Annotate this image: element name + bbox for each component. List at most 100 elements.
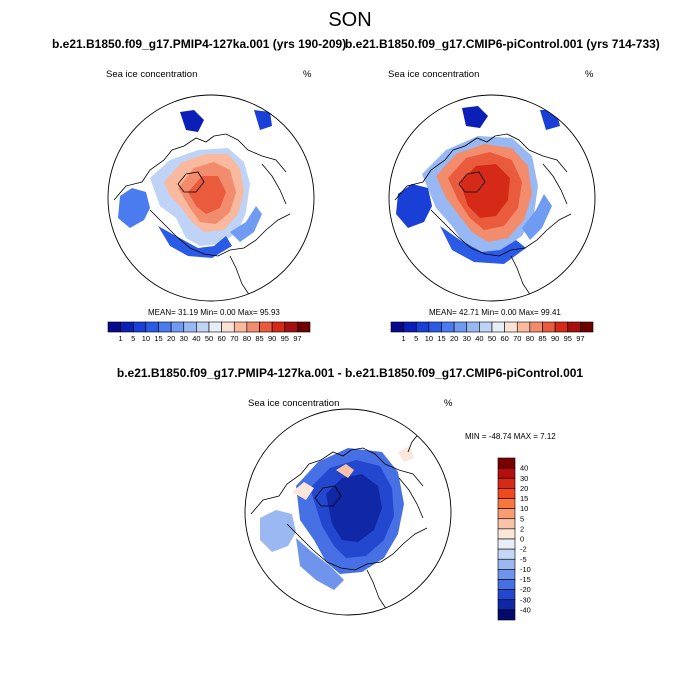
difference-panel-stats: MIN = -48.74 MAX = 7.12 [465,432,556,441]
difference-panel-variable: Sea ice concentration [248,398,340,409]
left-colorbar-label: 1 [119,334,123,343]
left-coastlines [113,133,291,297]
left-colorbar-swatch [246,321,260,333]
difference-colorbar-swatch [497,579,516,590]
right-colorbar-label: 5 [414,334,418,343]
left-colorbar-label: 50 [205,334,213,343]
left-colorbar-label: 95 [281,334,289,343]
right-colorbar-label: 70 [513,334,521,343]
difference-colorbar-label: 10 [520,504,528,513]
right-colorbar-swatch [542,321,556,333]
left-colorbar-swatch [271,321,286,333]
right-panel-variable: Sea ice concentration [388,69,480,80]
left-colorbar-swatch [170,321,185,333]
left-colorbar-swatch [208,321,222,333]
left-panel-variable: Sea ice concentration [106,69,198,80]
left-colorbar-label: 60 [217,334,225,343]
difference-colorbar-label: 5 [520,514,524,523]
left-colorbar-swatch [158,321,172,333]
right-coastlines [394,133,572,297]
difference-colorbar-swatch [497,528,516,540]
left-colorbar-swatch [183,321,197,333]
difference-panel-case-title: b.e21.B1850.f09_g17.PMIP4-127ka.001 - b.… [116,366,584,380]
left-colorbar-swatch [107,321,121,333]
right-colorbar-swatch [466,321,480,333]
right-colorbar-label: 90 [551,334,559,343]
left-colorbar-swatch [259,321,273,333]
left-colorbar-swatch [120,321,134,333]
right-colorbar-swatch [529,321,543,333]
difference-colorbar-label: -15 [520,575,531,584]
right-colorbar-label: 1 [402,334,406,343]
right-colorbar-swatch [580,321,594,333]
right-colorbar-swatch [504,321,518,333]
right-colorbar-label: 95 [564,334,572,343]
difference-colorbar-swatch [497,558,516,570]
right-panel-units: % [585,69,594,80]
left-panel-case-title: b.e21.B1850.f09_g17.PMIP4-127ka.001 (yrs… [52,37,347,51]
left-colorbar-label: 70 [230,334,238,343]
difference-polar-map [244,408,452,616]
difference-colorbar-label: 0 [520,535,524,544]
right-ice-field [396,106,560,264]
right-colorbar-swatch [479,321,493,333]
difference-colorbar-swatch [497,508,516,520]
difference-colorbar-swatch [497,569,516,580]
right-colorbar-swatch [453,321,468,333]
left-colorbar-label: 10 [142,334,150,343]
right-colorbar-swatch [516,321,531,333]
difference-colorbar-label: 2 [520,524,524,533]
left-colorbar-swatch [233,321,248,333]
right-colorbar-label: 97 [576,334,584,343]
difference-colorbar-label: -5 [520,555,527,564]
right-colorbar-label: 85 [538,334,546,343]
right-colorbar-swatch [441,321,455,333]
difference-panel-units: % [444,398,453,409]
difference-colorbar-label: 30 [520,474,528,483]
difference-colorbar-label: 40 [520,464,528,473]
difference-colorbar-swatch [497,599,516,611]
difference-colorbar-swatch [497,538,516,550]
right-colorbar-label: 15 [437,334,445,343]
right-panel-stats: MEAN= 42.71 Min= 0.00 Max= 99.41 [429,308,561,317]
right-colorbar-swatch [415,321,430,333]
figure-title: SON [328,9,372,31]
difference-colorbar-label: -20 [520,585,531,594]
left-colorbar-label: 5 [131,334,135,343]
difference-colorbar-swatch [497,498,516,509]
left-colorbar-label: 80 [243,334,251,343]
left-panel-stats: MEAN= 31.19 Min= 0.00 Max= 95.93 [148,308,280,317]
difference-colorbar-swatch [497,548,516,560]
right-colorbar-label: 80 [526,334,534,343]
difference-colorbar-label: 15 [520,494,528,503]
left-colorbar: 1 5 10 15 20 30 40 50 60 70 80 85 90 95 97 [107,321,311,343]
right-colorbar-swatch [390,321,404,333]
difference-colorbar-swatch [497,589,516,601]
right-colorbar-label: 20 [450,334,458,343]
left-panel-units: % [303,69,312,80]
difference-colorbar-swatch [497,477,516,489]
right-polar-map [388,94,596,302]
difference-colorbar-swatch [497,518,516,530]
left-colorbar-label: 15 [154,334,162,343]
difference-colorbar-label: -40 [520,605,531,614]
left-colorbar-label: 85 [255,334,263,343]
left-colorbar-swatch [297,321,311,333]
difference-colorbar-swatch [497,488,516,499]
right-colorbar-label: 40 [475,334,483,343]
difference-colorbar-label: -10 [520,565,531,574]
right-panel-case-title: b.e21.B1850.f09_g17.CMIP6-piControl.001 … [345,37,660,51]
left-colorbar-swatch [196,321,210,333]
left-ice-field [118,110,272,258]
left-colorbar-swatch [132,321,147,333]
difference-colorbar-swatch [497,609,516,621]
difference-colorbar-label: -2 [520,545,527,554]
left-colorbar-label: 40 [192,334,200,343]
right-colorbar-label: 50 [488,334,496,343]
left-colorbar-swatch [221,321,235,333]
right-colorbar-swatch [403,321,417,333]
right-colorbar-swatch [567,321,581,333]
difference-colorbar-label: 20 [520,484,528,493]
